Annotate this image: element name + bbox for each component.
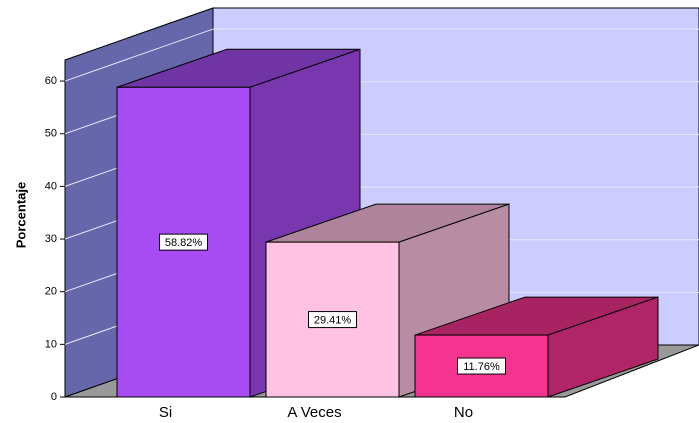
value-label: 11.76% — [463, 361, 500, 373]
y-tick-label: 60 — [45, 75, 57, 87]
value-label: 58.82% — [165, 237, 203, 249]
y-tick-label: 20 — [45, 286, 57, 298]
value-label: 29.41% — [314, 314, 352, 326]
y-tick-label: 50 — [45, 128, 57, 140]
grid-line — [64, 28, 699, 82]
value-label-box — [308, 311, 357, 329]
y-tick-label: 10 — [45, 338, 57, 350]
value-label-box — [159, 233, 208, 251]
x-tick-label: No — [454, 404, 473, 421]
y-tick-label: 0 — [51, 391, 57, 403]
bar — [265, 203, 510, 398]
y-tick-label: 40 — [45, 180, 57, 192]
y-axis-title: Porcentaje — [13, 182, 28, 248]
value-label-box — [457, 357, 506, 375]
x-tick-label: Si — [159, 404, 172, 421]
bar — [414, 296, 659, 398]
y-tick-label: 30 — [45, 233, 57, 245]
x-tick-label: A Veces — [287, 404, 341, 421]
